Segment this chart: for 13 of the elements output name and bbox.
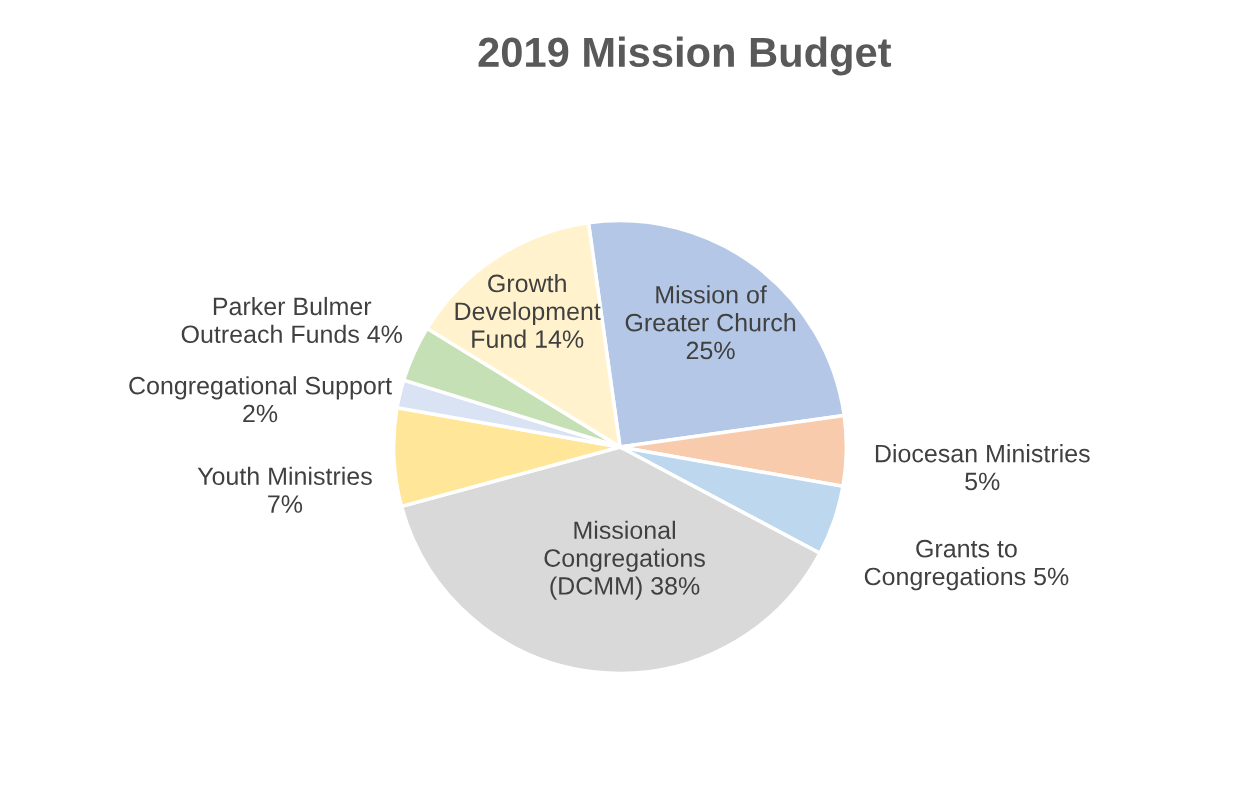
data-label: 2% <box>243 404 278 423</box>
data-label: 25% <box>686 341 735 360</box>
slice-label: Mission of Greater Church <box>625 285 796 332</box>
slice-label: Youth Ministries <box>197 466 372 486</box>
slice-label: Growth Development Fund 14% <box>455 273 601 348</box>
data-label: 7% <box>268 495 303 513</box>
slice-label: Parker Bulmer Outreach Funds 4% <box>181 296 403 344</box>
slice-label: Diocesan Ministries <box>875 444 1090 463</box>
slice-label: Congregational Support <box>129 376 392 400</box>
data-label: 5% <box>965 472 1000 491</box>
slice-label: Grants to Congregations 5% <box>864 539 1069 591</box>
slice-label: Missional Congregations (DCMM) 38% <box>544 520 705 600</box>
chart-title: 2019 Mission Budget <box>478 36 892 76</box>
